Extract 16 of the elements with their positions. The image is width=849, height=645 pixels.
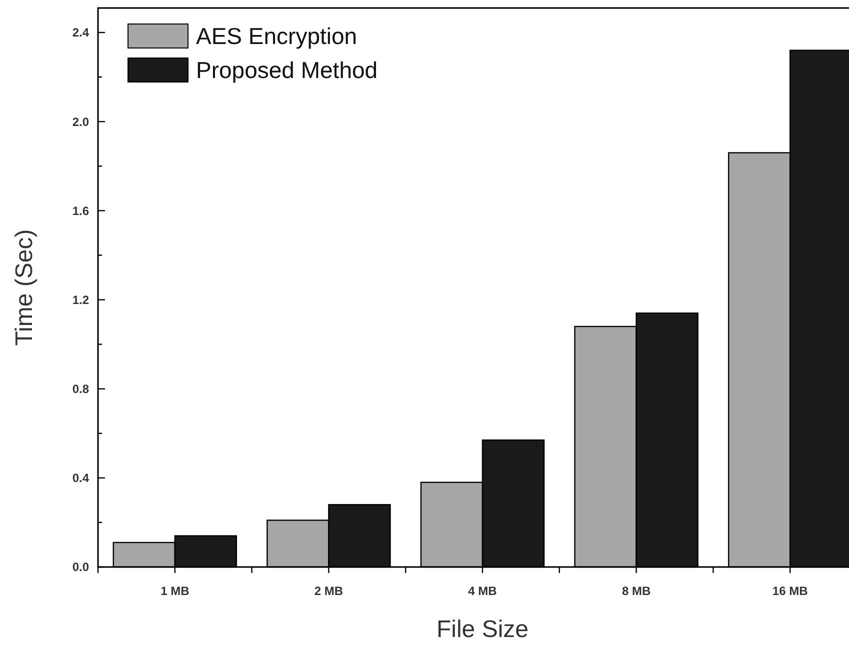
x-tick-label: 8 MB xyxy=(622,584,651,598)
x-tick-label: 4 MB xyxy=(468,584,498,598)
y-tick-label: 0.8 xyxy=(72,382,90,396)
y-tick-label: 1.2 xyxy=(72,292,90,307)
y-axis-title: Time (Sec) xyxy=(11,229,38,346)
x-axis-title: File Size xyxy=(436,616,529,643)
legend-label: Proposed Method xyxy=(196,57,378,84)
y-tick-label: 1.6 xyxy=(72,204,90,218)
x-tick-label: 16 MB xyxy=(772,584,808,598)
x-tick-label: 2 MB xyxy=(314,584,344,598)
y-tick-label: 0.0 xyxy=(72,560,90,574)
y-tick-label: 2.4 xyxy=(72,26,90,40)
y-tick-label: 0.4 xyxy=(72,471,90,486)
y-tick-label: 2.0 xyxy=(72,114,90,129)
legend-label: AES Encryption xyxy=(196,23,358,50)
x-tick-label: 1 MB xyxy=(160,584,190,598)
